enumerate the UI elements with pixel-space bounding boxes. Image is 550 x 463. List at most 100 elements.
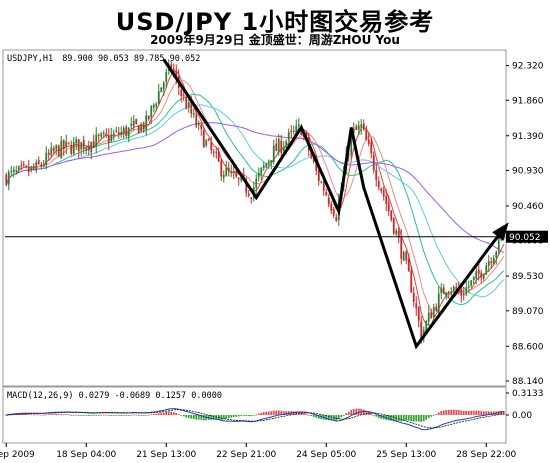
macd-bar (372, 415, 375, 416)
candle-body (95, 134, 98, 147)
macd-bar (142, 415, 145, 416)
candle-body (202, 130, 205, 148)
candle-body (482, 273, 485, 279)
candle-body (145, 115, 148, 130)
candle-body (367, 139, 370, 145)
candle-body (272, 145, 275, 163)
macd-bar (37, 414, 40, 416)
macd-bar (87, 415, 90, 416)
candle-body (460, 289, 463, 296)
macd-bar (342, 415, 345, 416)
candle-body (130, 123, 133, 126)
macd-bar (412, 415, 415, 422)
candle-body (165, 71, 168, 82)
macd-bar (417, 415, 420, 422)
macd-bar (165, 411, 168, 415)
candle-body (447, 293, 450, 295)
candle-body (90, 142, 93, 153)
candle-body (435, 306, 438, 311)
macd-bar (185, 415, 188, 418)
macd-bar (502, 410, 505, 415)
candle-body (87, 145, 90, 151)
macd-bar (437, 412, 440, 415)
macd-bar (405, 415, 408, 421)
candle-body (55, 145, 58, 150)
candle-body (437, 293, 440, 313)
candle-body (200, 124, 203, 129)
macd-bar (117, 415, 120, 416)
candle-body (497, 238, 500, 252)
macd-tick-label: 0.3133 (512, 389, 544, 399)
macd-bar (410, 415, 413, 422)
candle-body (175, 70, 178, 77)
candle-body (100, 133, 103, 137)
x-tick-label: 18 Sep 04:00 (56, 450, 116, 460)
candle-body (247, 193, 250, 196)
macd-bar (435, 414, 438, 415)
macd-bar (70, 414, 73, 416)
macd-bar (65, 414, 68, 415)
macd-bar (202, 415, 205, 421)
candle-body (365, 128, 368, 141)
macd-bar (80, 415, 83, 416)
macd-bar (47, 414, 50, 416)
candle-body (335, 217, 338, 221)
candle-body (432, 307, 435, 318)
candle-body (467, 286, 470, 288)
chart-title: USD/JPY 1小时图交易参考 (115, 8, 435, 36)
macd-bar (125, 415, 128, 416)
macd-bar (292, 411, 295, 415)
macd-bar (480, 411, 483, 415)
candle-body (190, 102, 193, 114)
candle-body (140, 123, 143, 132)
macd-bar (225, 415, 228, 419)
macd-bar (447, 409, 450, 415)
macd-bar (255, 414, 258, 416)
macd-bar (250, 415, 253, 417)
macd-bar (465, 410, 468, 415)
candle-body (172, 68, 175, 73)
macd-bar (235, 415, 238, 417)
candle-body (392, 218, 395, 234)
macd-bar (130, 414, 133, 416)
candle-body (10, 171, 13, 173)
candle-body (322, 181, 325, 192)
candle-body (57, 145, 60, 157)
candle-body (25, 165, 28, 167)
candle-body (355, 126, 358, 130)
candle-body (412, 292, 415, 302)
macd-bar (170, 411, 173, 415)
candle-body (275, 143, 278, 152)
macd-bar (25, 413, 28, 415)
macd-bar (72, 414, 75, 416)
candle-body (465, 287, 468, 295)
macd-bar (375, 415, 378, 417)
candle-body (377, 181, 380, 188)
candle-body (117, 132, 120, 135)
macd-bar (330, 415, 333, 421)
macd-bar (227, 415, 230, 419)
macd-bar (232, 415, 235, 418)
x-tick-label: 25 Sep 13:00 (376, 450, 436, 460)
candle-body (270, 160, 273, 164)
macd-bar (265, 411, 268, 415)
candle-body (212, 151, 215, 153)
macd-bar (485, 411, 488, 415)
macd-bar (172, 412, 175, 415)
candle-body (400, 236, 403, 259)
candle-body (440, 288, 443, 293)
macd-bar (30, 414, 33, 416)
macd-bar (105, 414, 108, 416)
macd-bar (432, 415, 435, 416)
candle-body (245, 180, 248, 193)
macd-bar (132, 414, 135, 416)
ohlc-readout: 89.900 90.053 89.785 90.052 (62, 54, 200, 64)
macd-bar (242, 415, 245, 416)
macd-bar (422, 415, 425, 422)
candle-body (405, 252, 408, 261)
candle-body (65, 141, 68, 148)
candle-body (487, 261, 490, 266)
macd-bar (195, 415, 198, 420)
candle-body (62, 140, 65, 150)
candle-body (260, 167, 263, 175)
